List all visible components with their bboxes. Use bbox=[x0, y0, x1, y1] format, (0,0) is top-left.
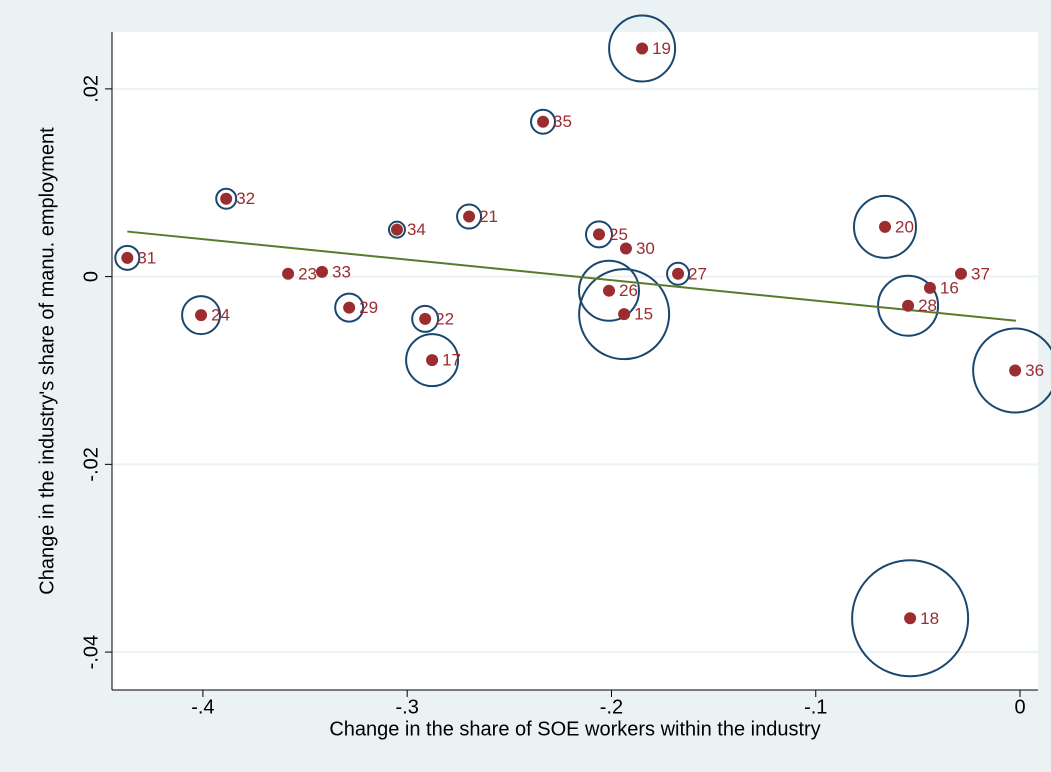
point-label: 35 bbox=[553, 112, 572, 131]
weight-ring bbox=[411, 304, 440, 333]
point-label: 17 bbox=[442, 351, 461, 370]
y-tick-label: -.04 bbox=[80, 635, 102, 669]
point-label: 32 bbox=[236, 189, 255, 208]
weight-ring bbox=[181, 295, 222, 336]
point bbox=[463, 210, 476, 223]
point-label: 20 bbox=[895, 217, 914, 236]
x-axis-title: Change in the share of SOE workers withi… bbox=[329, 718, 820, 740]
point-label: 31 bbox=[137, 248, 156, 267]
point-label: 21 bbox=[479, 207, 498, 226]
point-label: 26 bbox=[619, 281, 638, 300]
point-label: 25 bbox=[609, 225, 628, 244]
weight-ring bbox=[608, 14, 677, 83]
weight-ring bbox=[578, 259, 641, 322]
point bbox=[1009, 364, 1022, 377]
point bbox=[954, 267, 967, 280]
y-tick-label: .02 bbox=[80, 75, 102, 103]
x-tick-label: 0 bbox=[1014, 696, 1025, 718]
point-label: 22 bbox=[435, 309, 454, 328]
weight-ring bbox=[877, 274, 940, 337]
point bbox=[902, 299, 915, 312]
weight-ring bbox=[334, 292, 365, 323]
y-tick-label: -.02 bbox=[80, 447, 102, 481]
weight-ring bbox=[387, 220, 406, 239]
point bbox=[195, 309, 208, 322]
weight-ring bbox=[114, 244, 141, 271]
point bbox=[619, 242, 632, 255]
point bbox=[537, 115, 550, 128]
point-label: 16 bbox=[940, 278, 959, 297]
point bbox=[343, 301, 356, 314]
weight-ring bbox=[456, 203, 483, 230]
y-axis-title: Change in the industry's share of manu. … bbox=[36, 127, 58, 595]
x-tick-label: -.4 bbox=[191, 696, 214, 718]
point-label: 36 bbox=[1025, 361, 1044, 380]
point bbox=[672, 267, 685, 280]
point-label: 24 bbox=[211, 306, 230, 325]
weight-ring bbox=[585, 220, 614, 249]
point bbox=[121, 251, 134, 264]
point bbox=[618, 308, 631, 321]
point bbox=[593, 228, 606, 241]
point bbox=[315, 265, 328, 278]
weight-ring bbox=[578, 268, 671, 361]
weight-ring bbox=[530, 108, 557, 135]
point bbox=[923, 281, 936, 294]
weight-ring bbox=[215, 187, 238, 210]
point bbox=[878, 220, 891, 233]
weight-ring bbox=[666, 261, 691, 286]
point bbox=[419, 312, 432, 325]
x-tick-label: -.3 bbox=[396, 696, 419, 718]
x-tick-label: -.1 bbox=[804, 696, 827, 718]
point bbox=[603, 284, 616, 297]
weight-ring bbox=[851, 559, 970, 678]
point-label: 15 bbox=[634, 305, 653, 324]
point bbox=[426, 354, 439, 367]
point-label: 23 bbox=[298, 264, 317, 283]
point-label: 34 bbox=[407, 220, 426, 239]
point-label: 19 bbox=[652, 39, 671, 58]
point-label: 30 bbox=[636, 239, 655, 258]
point bbox=[282, 267, 295, 280]
point bbox=[220, 192, 233, 205]
point-label: 33 bbox=[332, 262, 351, 281]
point-label: 18 bbox=[920, 609, 939, 628]
weight-ring bbox=[972, 327, 1051, 414]
weight-ring bbox=[405, 333, 460, 388]
fit-line bbox=[127, 230, 1017, 322]
point-label: 29 bbox=[359, 298, 378, 317]
point-label: 28 bbox=[918, 296, 937, 315]
point bbox=[904, 612, 917, 625]
point bbox=[636, 42, 649, 55]
point-label: 27 bbox=[688, 264, 707, 283]
point-label: 37 bbox=[971, 264, 990, 283]
plot-area bbox=[112, 32, 1038, 690]
x-tick-label: -.2 bbox=[600, 696, 623, 718]
point bbox=[390, 223, 403, 236]
y-tick-label: 0 bbox=[80, 271, 102, 282]
weight-ring bbox=[852, 194, 917, 259]
